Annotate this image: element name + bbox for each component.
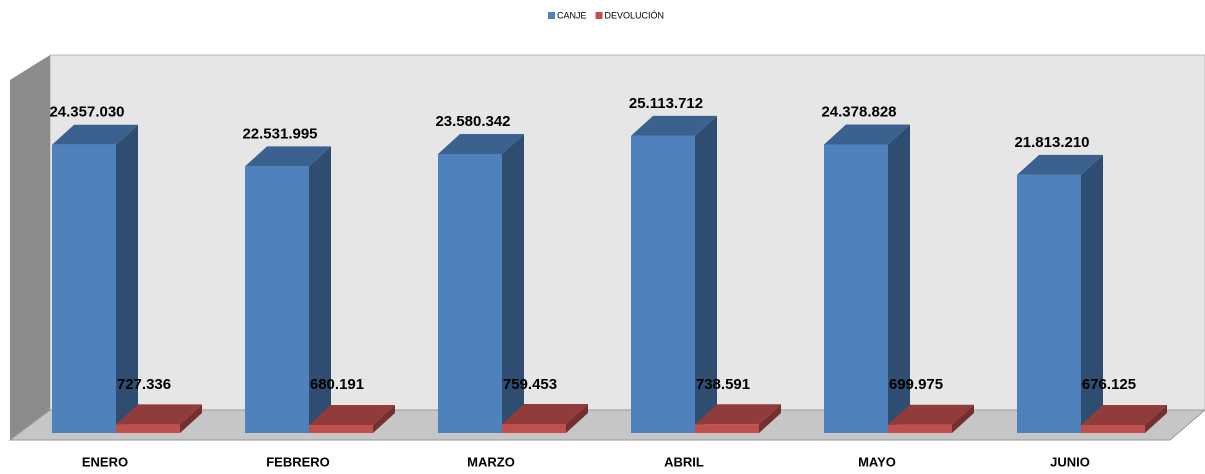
- legend-swatch: [595, 12, 603, 19]
- bar-top: [888, 404, 974, 425]
- data-label: 699.975: [889, 376, 943, 393]
- x-tick-label: FEBRERO: [266, 454, 330, 469]
- x-tick-label: MAYO: [858, 454, 896, 469]
- bar: [824, 124, 910, 433]
- bar-front: [438, 153, 502, 434]
- data-label: 727.336: [117, 376, 171, 393]
- bar: [1017, 154, 1103, 433]
- data-label: 680.191: [310, 376, 364, 393]
- data-label: 25.113.712: [629, 95, 703, 112]
- bar-side: [373, 404, 395, 433]
- bar-top: [116, 404, 202, 425]
- bar-front: [116, 424, 180, 433]
- bar-top: [502, 404, 588, 425]
- bar-side: [1081, 154, 1103, 433]
- bar-front: [888, 424, 952, 433]
- bar-top: [52, 124, 138, 145]
- bar-front: [824, 144, 888, 433]
- bar: [502, 404, 588, 433]
- side-wall: [10, 55, 50, 440]
- legend-swatch: [548, 12, 555, 19]
- x-tick-label: ENERO: [82, 454, 128, 469]
- bar-top: [309, 404, 395, 425]
- bar-side: [888, 124, 910, 433]
- data-label: 24.378.828: [821, 103, 896, 120]
- bar-side: [759, 404, 781, 433]
- bar: [631, 115, 717, 433]
- legend-label: CANJE: [557, 10, 587, 20]
- bar-top: [1081, 404, 1167, 425]
- data-label: 738.591: [696, 376, 750, 393]
- bar: [116, 404, 202, 433]
- bar-front: [245, 166, 309, 433]
- bar: [245, 146, 331, 433]
- bar-side: [566, 404, 588, 433]
- legend: CANJE DEVOLUCIÓN: [548, 10, 664, 20]
- bar-front: [1081, 424, 1145, 433]
- data-label: 21.813.210: [1014, 134, 1089, 151]
- bar: [52, 124, 138, 433]
- bar-side: [1145, 404, 1167, 433]
- bar-front: [52, 144, 116, 433]
- bar-top: [824, 124, 910, 145]
- bar-side: [695, 115, 717, 433]
- bar-top: [631, 115, 717, 136]
- x-tick-label: MARZO: [467, 454, 515, 469]
- bar: [438, 133, 524, 434]
- bar-top: [1017, 154, 1103, 175]
- bar-front: [309, 424, 373, 433]
- bar-side: [180, 404, 202, 433]
- data-label: 23.580.342: [435, 113, 510, 130]
- bar-front: [502, 424, 566, 433]
- bar-front: [1017, 174, 1081, 433]
- data-label: 22.531.995: [242, 125, 317, 142]
- bar: [695, 404, 781, 433]
- bar-top: [245, 146, 331, 167]
- bar-side: [502, 133, 524, 434]
- bar-side: [309, 146, 331, 433]
- bar-side: [952, 404, 974, 433]
- x-tick-label: ABRIL: [664, 454, 704, 469]
- bar-side: [116, 124, 138, 433]
- bar-top: [695, 404, 781, 425]
- legend-label: DEVOLUCIÓN: [605, 10, 665, 20]
- bar: [888, 404, 974, 433]
- data-label: 24.357.030: [49, 104, 124, 121]
- data-label: 759.453: [503, 376, 557, 393]
- bar-front: [695, 424, 759, 433]
- x-tick-label: JUNIO: [1050, 454, 1090, 469]
- bar: [309, 404, 395, 433]
- bar: [1081, 404, 1167, 433]
- bar-top: [438, 133, 524, 154]
- bar-front: [631, 135, 695, 433]
- data-label: 676.125: [1082, 376, 1136, 393]
